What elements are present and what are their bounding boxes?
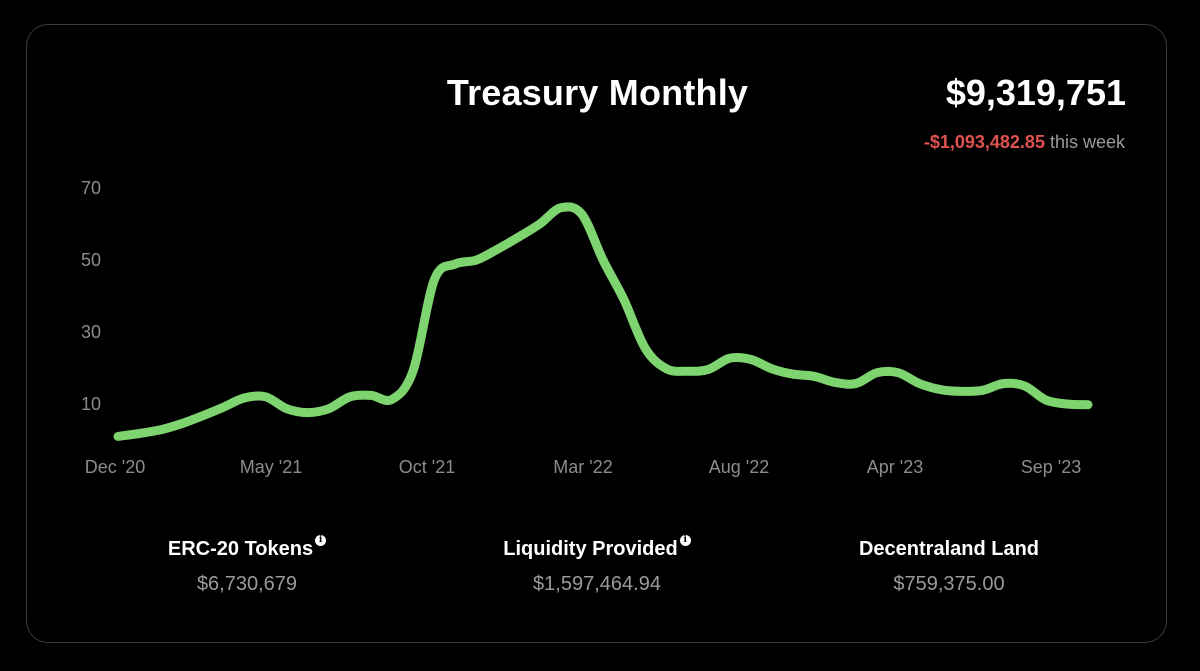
stat-decentraland-land-value: $759,375.00 [893,573,1005,595]
x-tick-label: Aug '22 [709,457,770,477]
stat-liquidity-provided-label: Liquidity Provided [503,538,678,560]
treasury-total: $9,319,751 [945,72,1126,113]
y-tick-label: 30 [81,322,101,342]
x-tick-label: May '21 [240,457,302,477]
stat-liquidity-provided-value: $1,597,464.94 [533,573,661,595]
info-icon[interactable]: i [679,535,691,546]
stat-erc20-tokens-label: ERC-20 Tokens [167,538,314,560]
y-tick-label: 10 [81,394,101,414]
x-tick-label: Mar '22 [553,457,612,477]
chart-title: Treasury Monthly [446,72,749,113]
weekly-change: -$1,093,482.85 this week [924,132,1125,153]
info-icon[interactable]: i [315,535,327,546]
stat-decentraland-land-label: Decentraland Land [858,538,1040,560]
x-tick-label: Sep '23 [1021,457,1082,477]
treasury-card [26,24,1167,643]
x-tick-label: Apr '23 [867,457,923,477]
y-tick-label: 50 [81,250,101,270]
weekly-change-label: this week [1049,132,1125,152]
x-tick-label: Oct '21 [399,457,455,477]
weekly-change-value: -$1,093,482.85 [923,132,1045,152]
stat-decentraland-land: Decentraland Land $759,375.00 [799,538,1099,596]
x-axis: Dec '20 May '21 Oct '21 Mar '22 Aug '22 Apr '… [85,457,1081,477]
stat-erc20-tokens: ERC-20 Tokens i $6,730,679 [97,535,397,596]
treasury-series-line[interactable] [113,202,1093,441]
y-tick-label: 70 [81,178,101,198]
y-axis: 10 30 50 70 [81,178,101,414]
stat-liquidity-provided: Liquidity Provided i $1,597,464.94 [447,535,747,596]
stat-erc20-tokens-value: $6,730,679 [196,573,298,595]
x-tick-label: Dec '20 [85,457,145,477]
